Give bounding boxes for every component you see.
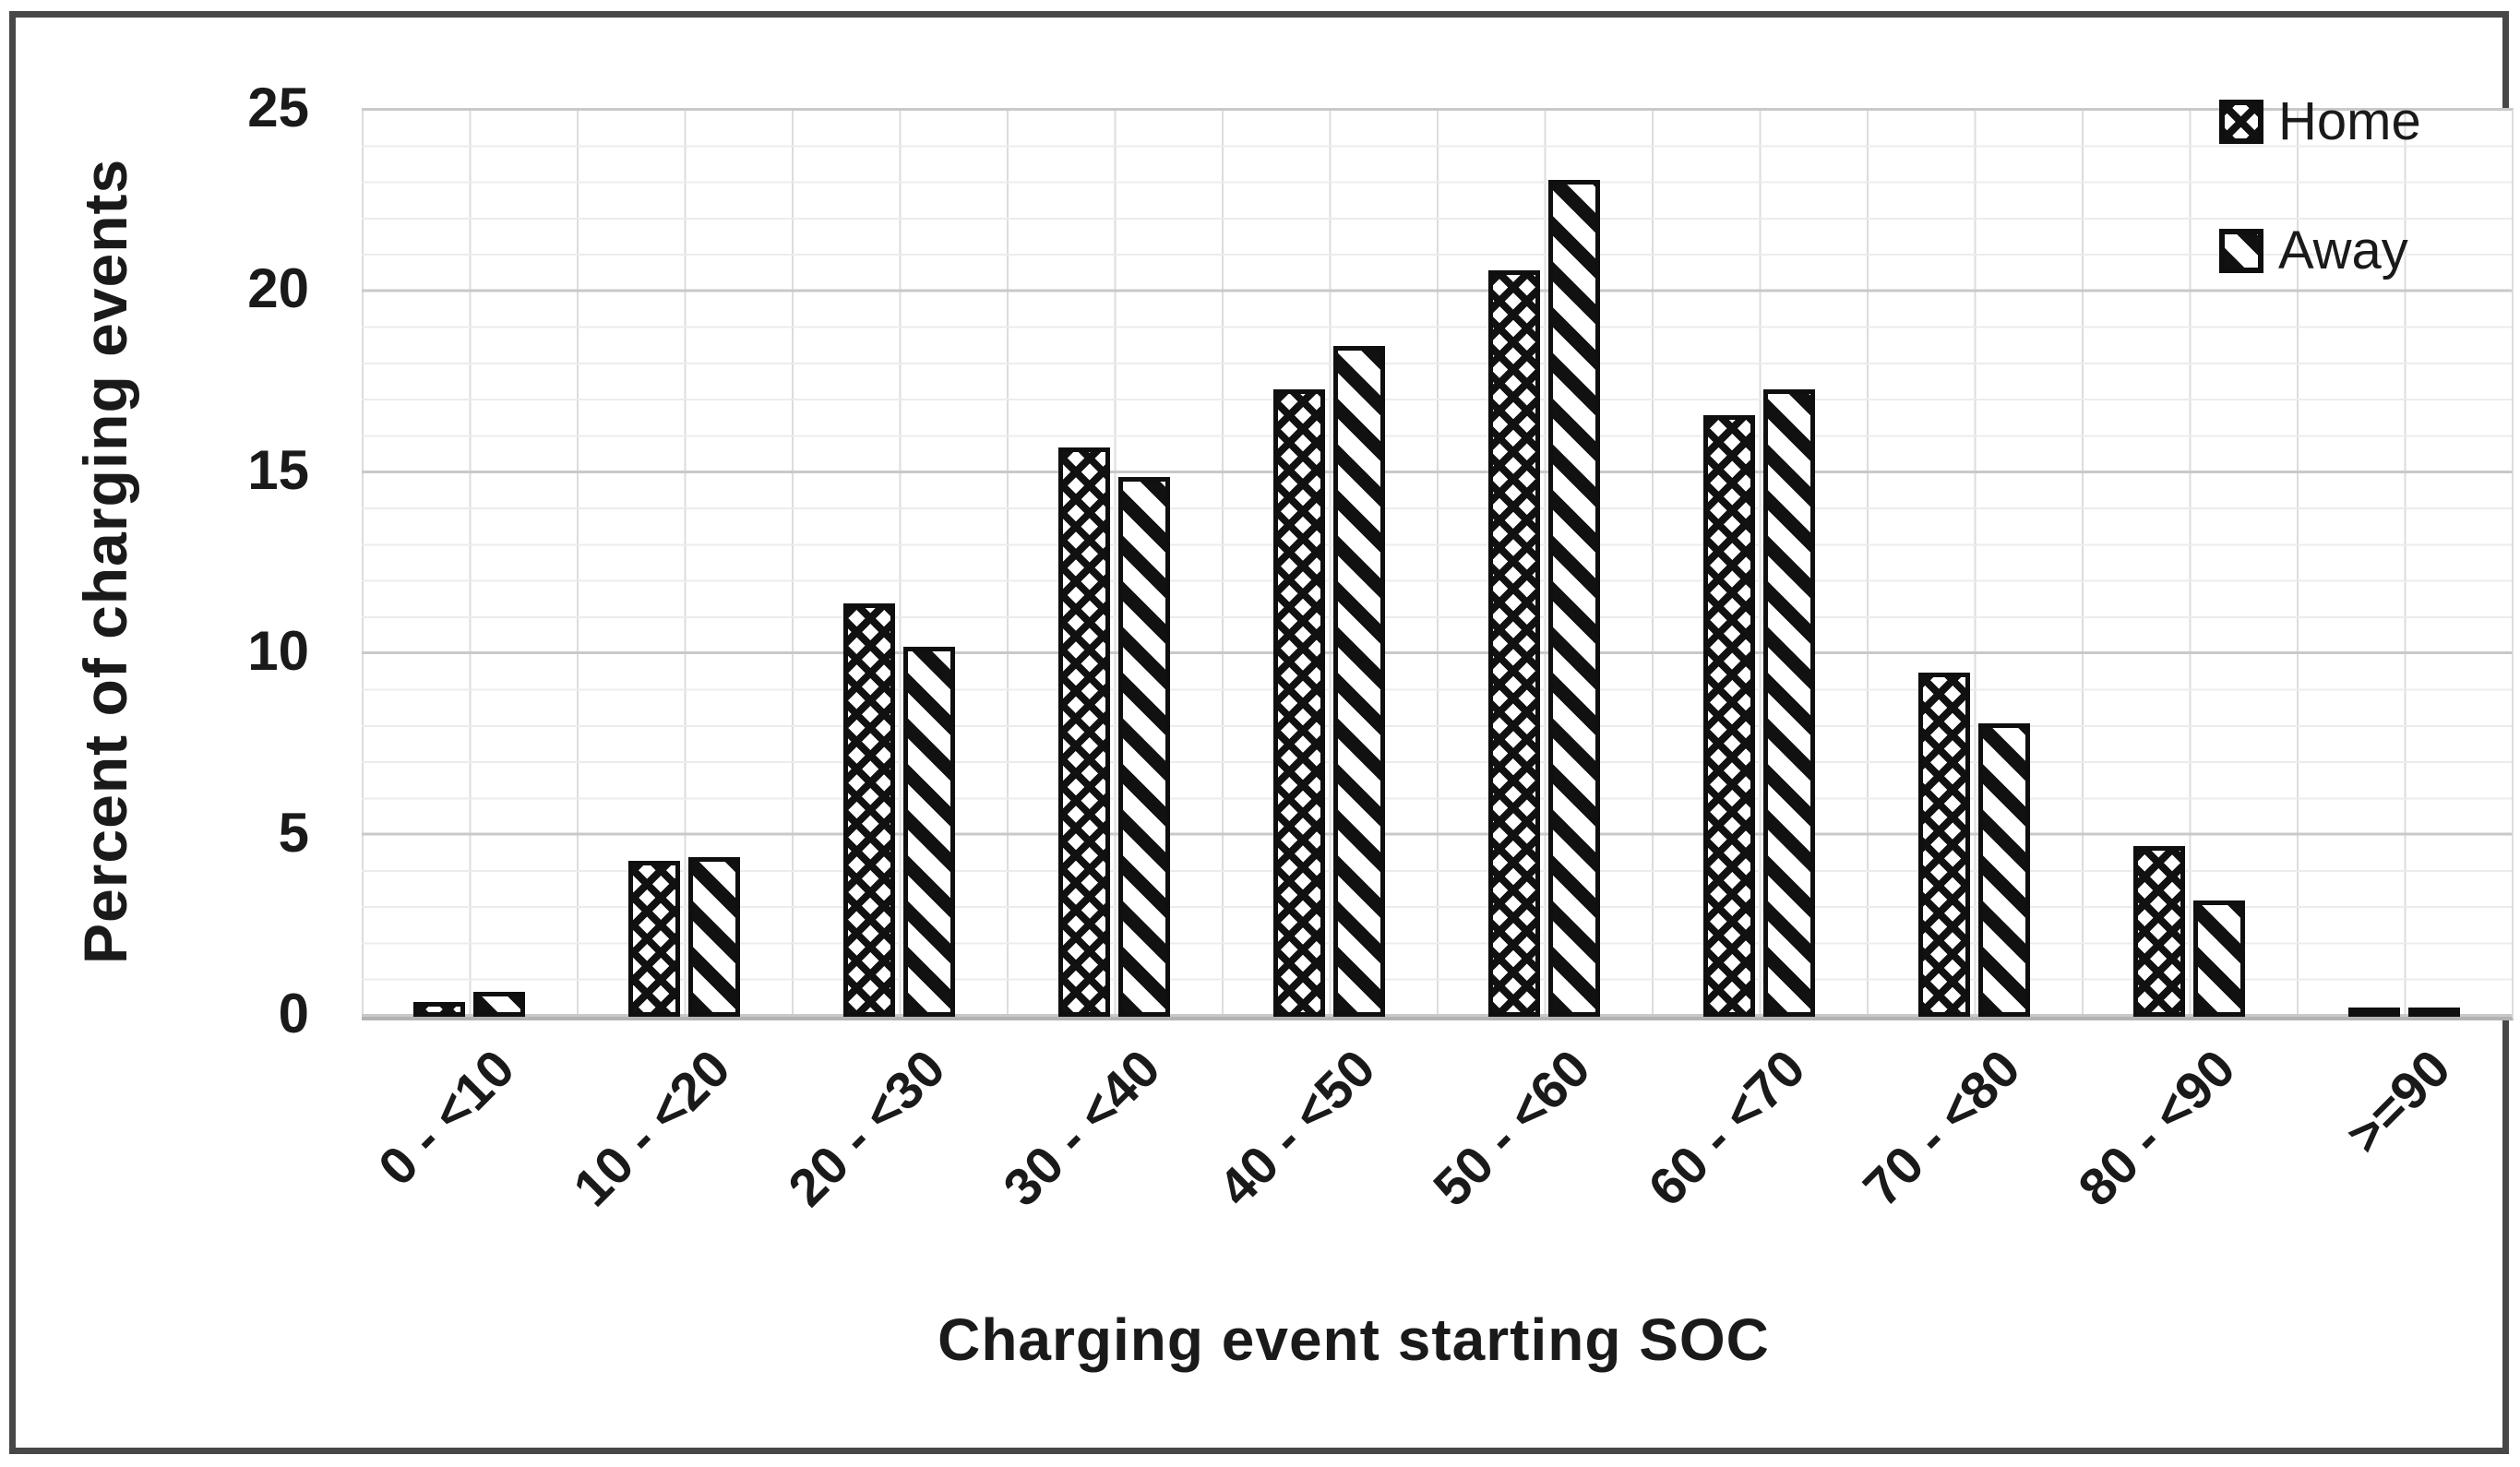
bar-home-1	[628, 861, 680, 1017]
x-tick-label-5: 50 - <60	[1422, 1038, 1602, 1218]
bar-group-1	[577, 111, 792, 1017]
legend-label: Away	[2278, 221, 2408, 280]
bar-group-2	[792, 111, 1007, 1017]
bar-home-4	[1273, 389, 1325, 1017]
bar-group-5	[1437, 111, 1652, 1017]
bar-away-9	[2408, 1008, 2460, 1017]
crosshatch-pattern-swatch-icon	[2219, 100, 2263, 144]
bar-home-3	[1058, 447, 1110, 1017]
bar-home-2	[843, 603, 895, 1017]
y-tick-label-15: 15	[247, 438, 309, 501]
x-tick-label-7: 70 - <80	[1852, 1038, 2032, 1218]
y-axis-title: Percent of charging events	[71, 158, 139, 964]
bar-away-3	[1118, 477, 1170, 1017]
bar-group-7	[1867, 111, 2082, 1017]
y-tick-label-10: 10	[247, 620, 309, 683]
y-tick-label-5: 5	[278, 801, 309, 864]
bar-away-0	[473, 992, 525, 1017]
y-tick-label-20: 20	[247, 257, 309, 320]
x-tick-label-0: 0 - <10	[367, 1038, 527, 1198]
bar-group-9	[2297, 111, 2512, 1017]
y-tick-label-0: 0	[278, 983, 309, 1044]
bar-away-5	[1548, 180, 1600, 1017]
bar-away-4	[1333, 346, 1385, 1017]
x-tick-label-9: >=90	[2335, 1038, 2462, 1165]
bar-group-3	[1007, 111, 1222, 1017]
x-axis-title: Charging event starting SOC	[938, 1306, 1770, 1373]
bar-group-8	[2082, 111, 2297, 1017]
bar-away-8	[2193, 900, 2245, 1017]
bar-chart: Percent of charging events 0 5 10 15 20 25 0 …	[16, 18, 2514, 1448]
bar-home-9	[2348, 1008, 2400, 1017]
bar-group-4	[1222, 111, 1437, 1017]
bar-home-8	[2133, 846, 2185, 1017]
plot-area	[362, 108, 2514, 1020]
legend-item-home: Home	[2219, 95, 2421, 149]
x-tick-label-8: 80 - <90	[2067, 1038, 2247, 1218]
bar-home-7	[1918, 673, 1970, 1017]
bar-home-6	[1703, 415, 1755, 1017]
legend: Home Away	[2219, 95, 2421, 278]
x-tick-label-6: 60 - <70	[1637, 1038, 1817, 1218]
x-tick-label-2: 20 - <30	[777, 1038, 957, 1218]
bar-away-6	[1763, 389, 1815, 1017]
figure-frame: Percent of charging events 0 5 10 15 20 25 0 …	[9, 11, 2514, 1454]
bar-group-6	[1652, 111, 1867, 1017]
x-tick-label-3: 30 - <40	[992, 1038, 1172, 1218]
bar-away-1	[688, 857, 740, 1017]
bar-away-2	[903, 647, 955, 1017]
legend-label: Home	[2278, 91, 2421, 151]
bar-group-0	[362, 111, 577, 1017]
y-tick-label-25: 25	[247, 77, 309, 138]
bar-away-7	[1978, 723, 2030, 1017]
x-tick-label-1: 10 - <20	[562, 1038, 742, 1218]
diagonal-pattern-swatch-icon	[2219, 229, 2263, 273]
legend-item-away: Away	[2219, 224, 2421, 278]
x-tick-label-4: 40 - <50	[1207, 1038, 1387, 1218]
bar-home-0	[413, 1002, 465, 1017]
bar-home-5	[1488, 270, 1540, 1017]
